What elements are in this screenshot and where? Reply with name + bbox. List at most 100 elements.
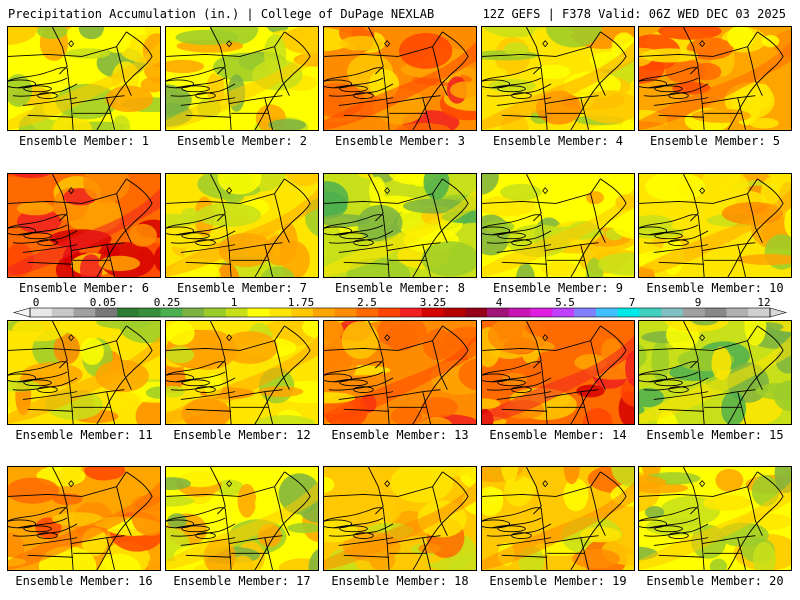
ensemble-panel [165, 320, 319, 425]
ensemble-member-label: Ensemble Member: 8 [334, 281, 466, 295]
ensemble-member-label: Ensemble Member: 6 [18, 281, 150, 295]
precip-field [482, 27, 634, 130]
colorbar-swatch [225, 308, 248, 317]
ensemble-member-label: Ensemble Member: 1 [18, 134, 150, 148]
colorbar-swatch [487, 308, 510, 317]
precip-field [639, 27, 791, 130]
precip-field [639, 467, 791, 570]
station-marker [699, 187, 706, 195]
ensemble-panel [481, 26, 635, 131]
precip-field [8, 174, 160, 277]
precip-field [639, 321, 791, 424]
ensemble-panel [638, 466, 792, 571]
ensemble-member-label: Ensemble Member: 16 [15, 574, 153, 588]
colorbar-swatch [682, 308, 705, 317]
station-marker [384, 187, 391, 195]
colorbar-swatch [95, 308, 118, 317]
station-marker [68, 334, 75, 342]
colorbar-swatch [595, 308, 618, 317]
ensemble-panel [323, 26, 477, 131]
colorbar-swatch [726, 308, 749, 317]
precip-field [166, 321, 318, 424]
precip-field [166, 27, 318, 130]
ensemble-panel [638, 320, 792, 425]
ensemble-member-label: Ensemble Member: 10 [646, 281, 784, 295]
station-marker [542, 334, 549, 342]
colorbar-swatch [465, 308, 488, 317]
station-marker [226, 187, 233, 195]
station-marker [384, 40, 391, 48]
colorbar-swatch [530, 308, 553, 317]
ensemble-panel [7, 26, 161, 131]
colorbar-swatch [160, 308, 183, 317]
ensemble-member-label: Ensemble Member: 9 [492, 281, 624, 295]
station-marker [699, 480, 706, 488]
ensemble-member-label: Ensemble Member: 5 [649, 134, 781, 148]
precip-field [639, 174, 791, 277]
ensemble-panel [165, 26, 319, 131]
ensemble-member-label: Ensemble Member: 17 [173, 574, 311, 588]
ensemble-member-label: Ensemble Member: 20 [646, 574, 784, 588]
precip-field [166, 467, 318, 570]
colorbar-swatch [639, 308, 662, 317]
ensemble-panel [481, 173, 635, 278]
colorbar-swatch [443, 308, 466, 317]
colorbar-swatch [334, 308, 357, 317]
ensemble-member-label: Ensemble Member: 18 [331, 574, 469, 588]
colorbar-tick-label: 9 [694, 296, 702, 309]
precip-field [324, 467, 476, 570]
colorbar-tick-label: 4 [495, 296, 503, 309]
precip-field [482, 321, 634, 424]
station-marker [384, 480, 391, 488]
station-marker [226, 480, 233, 488]
ensemble-member-label: Ensemble Member: 14 [489, 428, 627, 442]
colorbar-tick-label: 7 [628, 296, 636, 309]
colorbar-swatch [138, 308, 161, 317]
ensemble-member-label: Ensemble Member: 12 [173, 428, 311, 442]
ensemble-member-label: Ensemble Member: 13 [331, 428, 469, 442]
colorbar-swatch [661, 308, 684, 317]
ensemble-member-label: Ensemble Member: 4 [492, 134, 624, 148]
ensemble-panel [481, 320, 635, 425]
colorbar-tick-label: 5.5 [555, 296, 575, 309]
ensemble-panel [481, 466, 635, 571]
station-marker [384, 334, 391, 342]
ensemble-panel [165, 173, 319, 278]
ensemble-member-label: Ensemble Member: 2 [176, 134, 308, 148]
ensemble-member-label: Ensemble Member: 15 [646, 428, 784, 442]
precip-field [8, 467, 160, 570]
ensemble-panel [638, 26, 792, 131]
colorbar-min-arrow [12, 307, 31, 318]
station-marker [542, 40, 549, 48]
colorbar-swatch [617, 308, 640, 317]
colorbar-swatch [508, 308, 531, 317]
precip-field [8, 321, 160, 424]
ensemble-panel [7, 173, 161, 278]
station-marker [226, 40, 233, 48]
map-title: Precipitation Accumulation (in.) | Colle… [8, 7, 435, 21]
colorbar-swatch [574, 308, 597, 317]
station-marker [542, 187, 549, 195]
precip-colorbar: 0 0.05 0.25 1 1.75 2.5 3.25 4 5.5 7 9 12 [0, 296, 800, 320]
ensemble-member-label: Ensemble Member: 3 [334, 134, 466, 148]
colorbar-swatch [312, 308, 335, 317]
colorbar-swatch [704, 308, 727, 317]
colorbar-swatch [269, 308, 292, 317]
colorbar-swatch [552, 308, 575, 317]
colorbar-swatch [400, 308, 423, 317]
station-marker [68, 480, 75, 488]
precip-field [482, 467, 634, 570]
station-marker [542, 480, 549, 488]
ensemble-panel [323, 466, 477, 571]
station-marker [699, 40, 706, 48]
colorbar-swatch [247, 308, 270, 317]
colorbar-tick-label: 0.05 [89, 296, 117, 309]
precip-field [482, 174, 634, 277]
colorbar-tick-label: 1 [230, 296, 238, 309]
colorbar-scale [12, 307, 788, 318]
station-marker [226, 334, 233, 342]
colorbar-tick-label: 1.75 [287, 296, 315, 309]
station-marker [68, 187, 75, 195]
colorbar-tick-label: 0.25 [153, 296, 181, 309]
colorbar-swatch [356, 308, 379, 317]
